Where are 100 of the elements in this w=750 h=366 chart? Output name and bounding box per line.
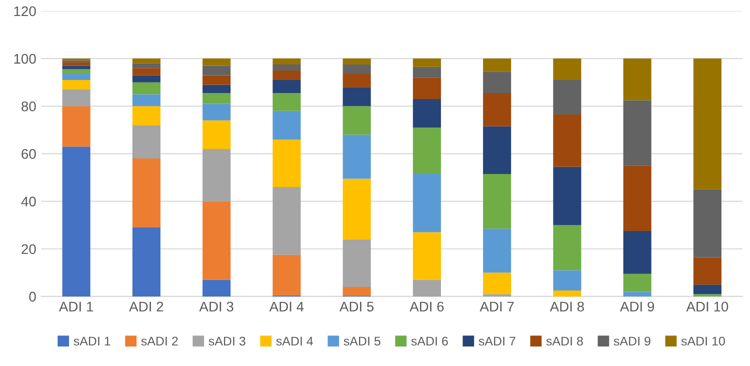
bar bbox=[202, 84, 231, 94]
bar bbox=[412, 99, 441, 128]
bar bbox=[272, 139, 301, 188]
x-tick-label: ADI 5 bbox=[339, 302, 374, 312]
bar bbox=[202, 280, 231, 296]
bar bbox=[342, 178, 371, 240]
bar bbox=[132, 63, 160, 68]
x-tick-label: ADI 9 bbox=[620, 302, 654, 312]
y-tick-label: 0 bbox=[29, 292, 36, 302]
bar bbox=[202, 148, 231, 202]
bar bbox=[342, 64, 371, 74]
bar bbox=[693, 58, 722, 190]
bar bbox=[693, 284, 722, 294]
bar bbox=[132, 125, 160, 158]
bar bbox=[62, 106, 90, 147]
bar bbox=[272, 70, 301, 80]
bar bbox=[62, 62, 90, 66]
y-tick-label: 100 bbox=[14, 54, 36, 64]
bar bbox=[483, 93, 512, 126]
bar bbox=[272, 110, 301, 140]
legend-label: sADI 8 bbox=[546, 336, 583, 346]
bar bbox=[412, 58, 441, 67]
bar bbox=[272, 64, 301, 70]
bar bbox=[132, 227, 160, 296]
y-tick-label: 60 bbox=[22, 149, 36, 159]
bar bbox=[412, 174, 441, 232]
y-tick-label: 20 bbox=[22, 244, 36, 254]
bar bbox=[553, 80, 582, 114]
bar bbox=[62, 74, 90, 80]
bar bbox=[623, 231, 652, 274]
bar bbox=[623, 100, 652, 166]
bar bbox=[483, 58, 512, 72]
bar bbox=[202, 75, 231, 85]
bar bbox=[553, 290, 582, 296]
bar bbox=[132, 68, 160, 76]
x-tick-label: ADI 6 bbox=[410, 302, 444, 312]
bar bbox=[202, 93, 231, 104]
bar bbox=[272, 58, 301, 65]
bar bbox=[483, 72, 512, 94]
legend-label: sADI 7 bbox=[478, 336, 516, 346]
bar bbox=[553, 225, 582, 270]
bar bbox=[62, 80, 90, 90]
bar bbox=[132, 106, 160, 126]
legend-label: sADI 9 bbox=[614, 336, 650, 346]
bar bbox=[272, 93, 301, 111]
bar bbox=[342, 286, 371, 296]
bar bbox=[483, 272, 512, 294]
bar bbox=[342, 106, 371, 135]
x-tick-label: ADI 4 bbox=[269, 302, 304, 312]
bar bbox=[412, 280, 441, 296]
x-tick-label: ADI 3 bbox=[199, 302, 234, 312]
bar bbox=[483, 228, 512, 273]
legend-label: sADI 5 bbox=[344, 336, 380, 346]
legend-label: sADI 6 bbox=[411, 336, 448, 346]
bar bbox=[693, 189, 722, 258]
bar bbox=[623, 292, 652, 296]
bar bbox=[132, 82, 160, 94]
bar bbox=[342, 74, 371, 88]
bar bbox=[412, 232, 441, 280]
bar bbox=[272, 187, 301, 255]
bar bbox=[62, 66, 90, 70]
bar bbox=[553, 166, 582, 226]
y-tick-label: 80 bbox=[22, 101, 36, 112]
bar bbox=[483, 126, 512, 174]
bar bbox=[623, 274, 652, 292]
bar bbox=[342, 239, 371, 287]
legend-label: sADI 2 bbox=[141, 336, 178, 346]
bar bbox=[623, 58, 652, 100]
legend-label: sADI 4 bbox=[276, 336, 314, 346]
x-tick-label: ADI 2 bbox=[129, 302, 164, 312]
x-tick-label: ADI 7 bbox=[480, 302, 514, 312]
bar bbox=[202, 58, 231, 66]
bar bbox=[132, 75, 160, 82]
bar bbox=[62, 89, 90, 106]
bar bbox=[553, 114, 582, 167]
x-tick-label: ADI 8 bbox=[550, 302, 584, 312]
bar bbox=[272, 254, 301, 296]
y-tick-label: 40 bbox=[21, 196, 36, 206]
bar bbox=[342, 58, 371, 65]
bar bbox=[342, 87, 371, 106]
y-tick-label: 120 bbox=[14, 6, 36, 16]
x-tick-label: ADI 1 bbox=[58, 302, 94, 312]
bar bbox=[483, 174, 512, 229]
bar bbox=[412, 78, 441, 100]
bar bbox=[202, 120, 231, 149]
legend-label: sADI 1 bbox=[74, 336, 110, 346]
bar bbox=[693, 257, 722, 285]
legend-label: sADI 10 bbox=[681, 336, 725, 346]
bar bbox=[62, 69, 90, 74]
bar bbox=[132, 94, 160, 106]
bar bbox=[412, 66, 441, 78]
bar bbox=[202, 104, 231, 120]
bar bbox=[202, 201, 231, 280]
bar bbox=[62, 146, 90, 296]
bar bbox=[272, 80, 301, 94]
bar bbox=[623, 166, 652, 232]
legend-label: sADI 3 bbox=[208, 336, 246, 346]
bar bbox=[553, 270, 582, 291]
x-tick-label: ADI 10 bbox=[686, 302, 728, 312]
bar bbox=[132, 58, 160, 64]
